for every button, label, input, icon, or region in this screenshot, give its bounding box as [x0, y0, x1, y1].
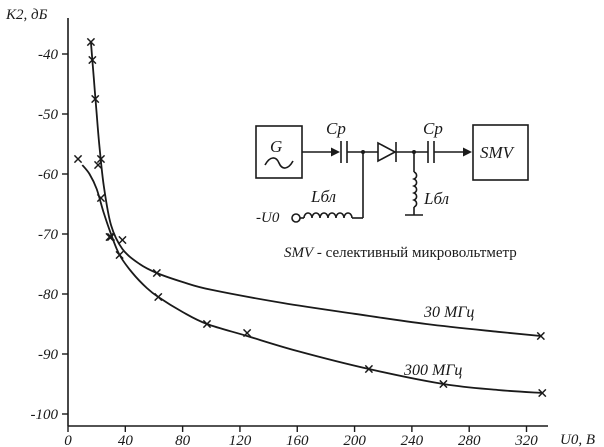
curves [73, 37, 547, 398]
data-point-marker [93, 160, 103, 170]
x-ticks: 0 40 80 120 160 200 240 280 320 [64, 426, 538, 447]
capacitor-1-label: Cp [326, 119, 346, 138]
x-tick-label: 80 [175, 433, 191, 447]
inductor-1-label: Lбл [310, 187, 336, 206]
y-tick-label: -60 [38, 167, 58, 183]
data-point-marker [536, 331, 545, 341]
y-tick-label: -40 [38, 47, 58, 63]
y-tick-label: -70 [38, 227, 58, 243]
inductor-1 [303, 212, 353, 219]
schematic-caption: SMV - селективный микровольтметр [284, 245, 517, 261]
x-tick-label: 200 [343, 433, 366, 447]
circuit-schematic: G Cp Cp SMV Lбл -U0 [255, 119, 529, 261]
meter-label: SMV [480, 143, 516, 162]
data-point-marker [202, 319, 212, 329]
bias-terminal [291, 213, 301, 223]
inductor-2 [412, 171, 418, 208]
y-tick-label: -80 [38, 287, 58, 303]
y-tick-label: -90 [38, 347, 58, 363]
series-line-0 [90, 41, 541, 337]
data-point-marker [118, 235, 127, 245]
y-axis-title: K2, дБ [5, 7, 48, 23]
generator-label: G [270, 137, 282, 156]
data-point-marker [105, 232, 114, 242]
data-point-marker [538, 388, 547, 398]
series-label-300mhz: 300 МГц [403, 362, 462, 379]
data-point-marker [73, 154, 83, 164]
caption-abbr: SMV [284, 245, 315, 261]
bias-label: -U0 [256, 210, 280, 226]
series-label-30mhz: 30 МГц [423, 304, 474, 321]
x-tick-label: 280 [458, 433, 481, 447]
data-point-marker [96, 193, 106, 203]
data-point-marker [91, 94, 100, 104]
data-point-marker [96, 154, 106, 164]
data-point-marker [364, 364, 374, 374]
data-point-marker [152, 268, 161, 278]
data-point-marker [86, 37, 96, 47]
caption-text: - селективный микровольтметр [313, 245, 517, 261]
x-tick-label: 40 [118, 433, 134, 447]
inductor-2-label: Lбл [423, 189, 449, 208]
data-point-marker [242, 328, 252, 338]
data-point-marker [154, 292, 163, 302]
capacitor-2-label: Cp [423, 119, 443, 138]
x-tick-label: 120 [229, 433, 252, 447]
x-axis-title: U0, B [560, 432, 595, 447]
sine-wave-icon [264, 157, 294, 169]
x-tick-label: 320 [514, 433, 538, 447]
y-tick-label: -100 [31, 407, 59, 423]
x-tick-label: 160 [286, 433, 309, 447]
data-point-marker [115, 250, 124, 260]
diode-icon [377, 141, 397, 163]
x-tick-label: 0 [64, 433, 72, 447]
data-point-marker [439, 379, 448, 389]
meter-box [472, 124, 529, 181]
y-tick-label: -50 [38, 107, 58, 123]
y-ticks: -40 -50 -60 -70 -80 -90 -100 [31, 47, 68, 423]
data-point-marker [88, 55, 97, 65]
x-tick-label: 240 [401, 433, 424, 447]
